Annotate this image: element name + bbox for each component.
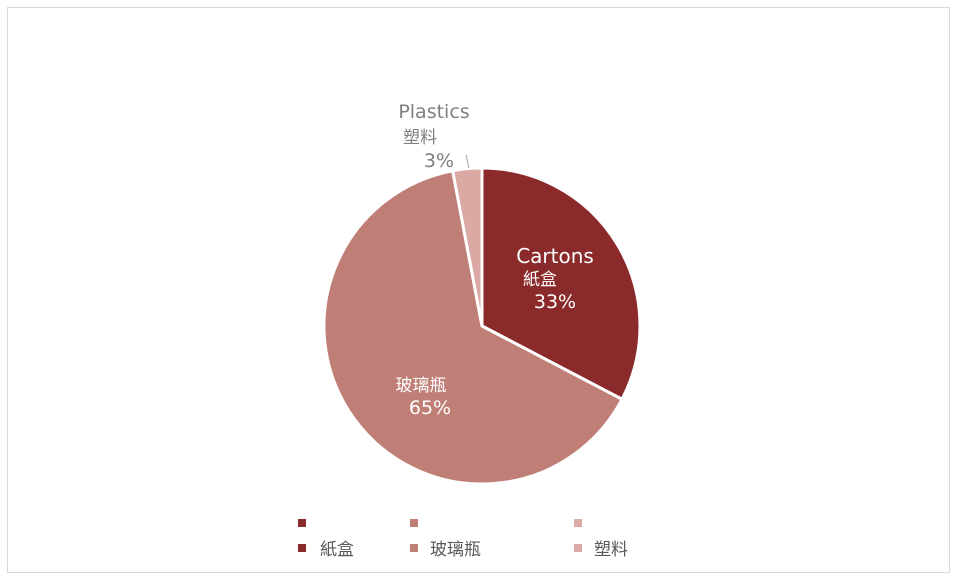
chart-frame: Cartons 紙盒 33% 玻璃瓶 65% Plastics 塑料 3% 紙盒… [7, 7, 950, 573]
slice-label-cartons-zh: 紙盒 [523, 270, 557, 290]
slice-label-glass-zh: 玻璃瓶 [396, 376, 447, 396]
pie-slices [322, 166, 642, 486]
legend-swatch-glass [410, 544, 418, 552]
slice-label-cartons-percent: 33% [534, 291, 576, 313]
legend-swatch-row1-glass [410, 519, 418, 527]
leader-line-plastics [465, 154, 470, 169]
pie-chart: Cartons 紙盒 33% 玻璃瓶 65% Plastics 塑料 3% 紙盒… [298, 101, 642, 560]
slice-label-plastics-percent: 3% [424, 150, 454, 172]
pie-slice-glass [322, 169, 624, 486]
legend-swatch-row1-plastics [574, 519, 582, 527]
legend-label-plastics: 塑料 [594, 540, 628, 560]
pie-slice-plastics [451, 166, 484, 328]
legend-swatch-plastics [574, 544, 582, 552]
pie-slice-cartons [480, 166, 642, 401]
slice-label-plastics-zh: 塑料 [403, 128, 437, 148]
legend: 紙盒 玻璃瓶 塑料 [298, 519, 628, 560]
legend-swatch-row1-cartons [298, 519, 306, 527]
legend-swatch-cartons [298, 544, 306, 552]
legend-label-glass: 玻璃瓶 [430, 540, 481, 560]
slice-label-plastics-en: Plastics [398, 101, 469, 123]
slice-label-glass-percent: 65% [409, 397, 451, 419]
slice-label-cartons-en: Cartons [516, 244, 594, 268]
legend-label-cartons: 紙盒 [320, 540, 354, 560]
